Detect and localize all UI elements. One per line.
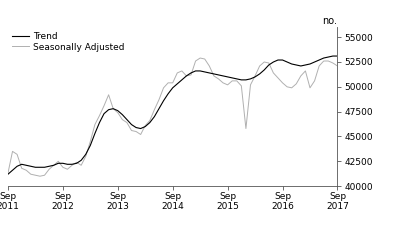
Legend: Trend, Seasonally Adjusted: Trend, Seasonally Adjusted: [12, 32, 125, 52]
Text: no.: no.: [322, 16, 337, 26]
